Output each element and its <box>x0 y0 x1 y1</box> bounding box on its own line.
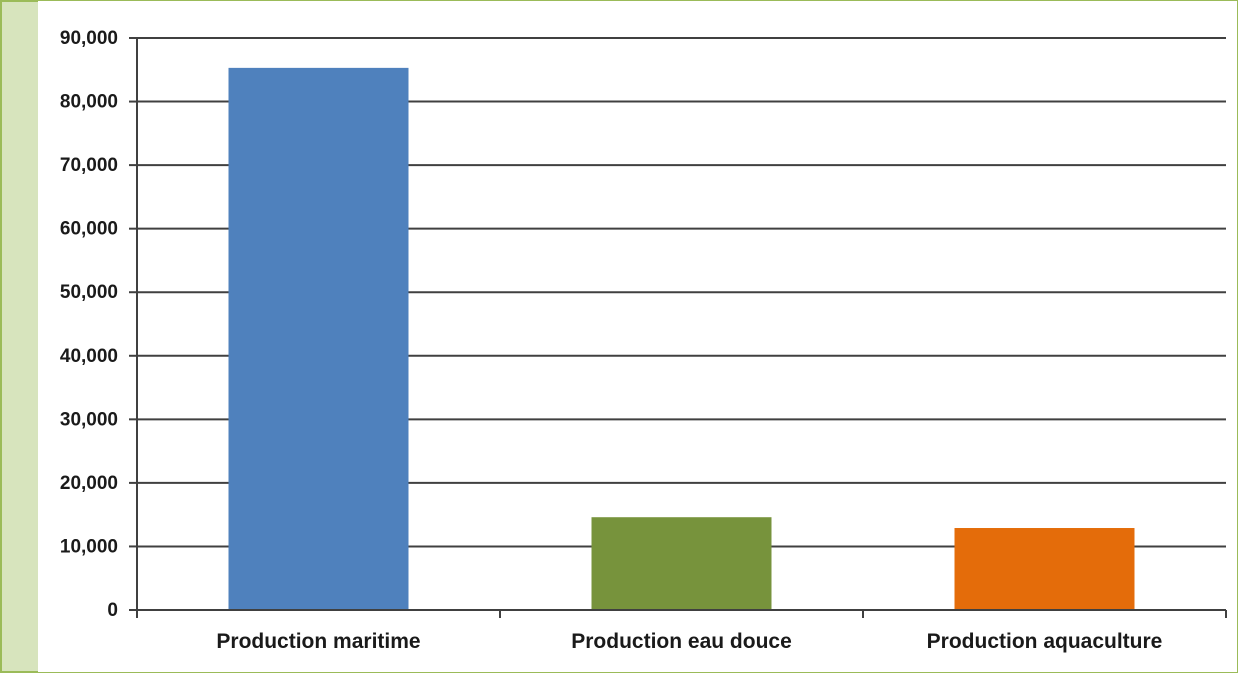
y-tick-label: 80,000 <box>60 92 118 113</box>
y-tick-label: 70,000 <box>60 155 118 176</box>
x-tick-label: Production aquaculture <box>927 630 1163 653</box>
y-tick-label: 60,000 <box>60 219 118 240</box>
axes <box>129 37 1227 618</box>
bar <box>954 528 1135 610</box>
bars <box>228 67 1135 611</box>
y-tick-label: 30,000 <box>60 409 118 430</box>
y-tick-label: 10,000 <box>60 536 118 557</box>
x-tick-label: Production maritime <box>216 630 420 653</box>
y-tick-label: 20,000 <box>60 473 118 494</box>
x-tick-label: Production eau douce <box>571 630 792 653</box>
bar <box>591 517 772 610</box>
y-tick-labels: 0 10,000 20,000 30,000 40,000 50,000 60,000 70,… <box>60 28 118 621</box>
y-tick-label: 90,000 <box>60 28 118 49</box>
x-tick-labels: Production maritime Production eau douce P… <box>216 630 1162 653</box>
bar <box>228 67 409 611</box>
y-tick-label: 50,000 <box>60 282 118 303</box>
y-tick-label: 40,000 <box>60 346 118 367</box>
y-tick-label: 0 <box>107 600 118 621</box>
